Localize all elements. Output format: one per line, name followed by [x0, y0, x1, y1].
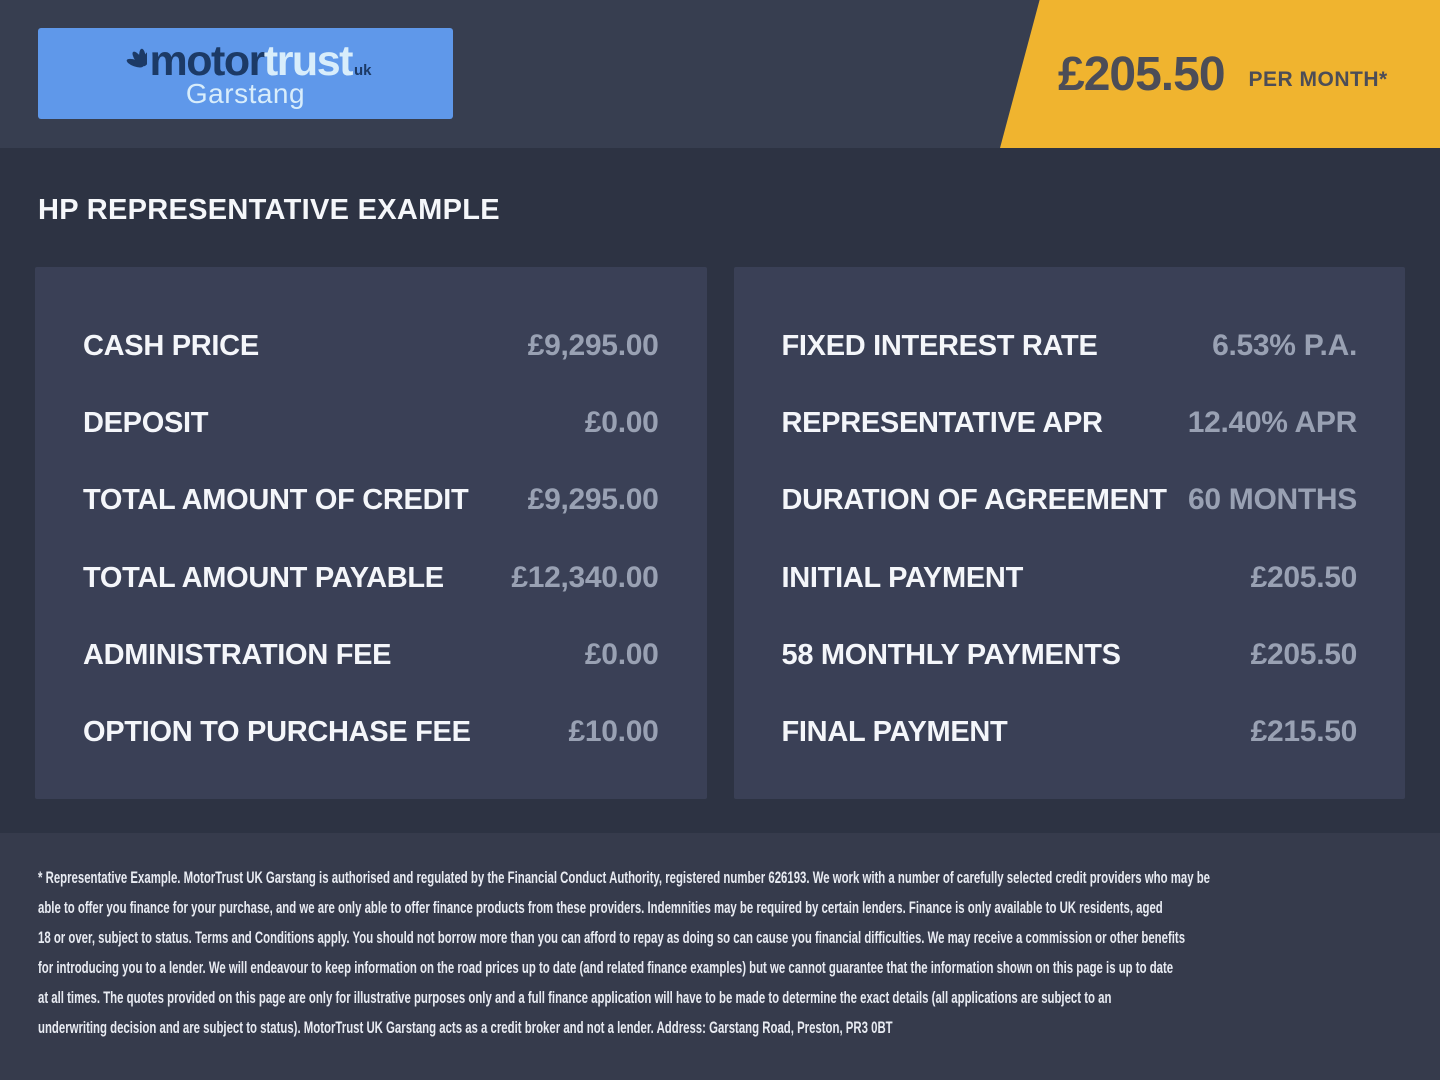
row-value: £9,295.00	[527, 483, 659, 517]
logo-location: Garstang	[185, 78, 306, 110]
row-value: £205.50	[1250, 637, 1358, 671]
disclaimer-line: for introducing you to a lender. We will…	[38, 958, 1174, 977]
row-value: 12.40% APR	[1187, 406, 1358, 440]
disclaimer-line: able to offer you finance for your purch…	[38, 898, 1163, 917]
row-value: 60 MONTHS	[1188, 483, 1357, 517]
row-label: REPRESENTATIVE APR	[781, 407, 1103, 440]
row-label: ADMINISTRATION FEE	[83, 638, 392, 671]
main-content: HP REPRESENTATIVE EXAMPLE CASH PRICE £9,…	[0, 148, 1440, 799]
row-total-amount-payable: TOTAL AMOUNT PAYABLE £12,340.00	[83, 561, 659, 595]
brand-suffix-uk: uk	[353, 61, 372, 79]
disclaimer-line: 18 or over, subject to status. Terms and…	[38, 928, 1186, 947]
row-value: £12,340.00	[511, 560, 659, 594]
row-value: £0.00	[584, 406, 659, 440]
row-value: £205.50	[1250, 560, 1358, 594]
row-value: 6.53% P.A.	[1212, 329, 1357, 362]
brand-name-motor: motor	[149, 36, 266, 85]
row-label: TOTAL AMOUNT OF CREDIT	[83, 484, 469, 517]
monthly-price-amount: £205.50	[1058, 47, 1226, 101]
disclaimer-footer: * Representative Example. MotorTrust UK …	[0, 833, 1440, 1080]
row-value: £0.00	[584, 637, 659, 671]
row-administration-fee: ADMINISTRATION FEE £0.00	[83, 638, 659, 672]
left-finance-panel: CASH PRICE £9,295.00 DEPOSIT £0.00 TOTAL…	[35, 267, 707, 799]
right-finance-panel: FIXED INTEREST RATE 6.53% P.A. REPRESENT…	[733, 267, 1405, 799]
finance-panels: CASH PRICE £9,295.00 DEPOSIT £0.00 TOTAL…	[35, 267, 1405, 799]
row-final-payment: FINAL PAYMENT £215.50	[782, 715, 1358, 749]
row-value: £9,295.00	[527, 329, 659, 362]
brand-name-trust: trust	[263, 36, 354, 85]
row-label: CASH PRICE	[83, 330, 259, 362]
row-monthly-payments: 58 MONTHLY PAYMENTS £205.50	[782, 638, 1358, 672]
row-value: £10.00	[568, 714, 659, 748]
disclaimer-line: underwriting decision and are subject to…	[38, 1018, 893, 1037]
row-option-to-purchase-fee: OPTION TO PURCHASE FEE £10.00	[83, 715, 659, 749]
row-cash-price: CASH PRICE £9,295.00	[83, 329, 659, 363]
monthly-price-period: PER MONTH*	[1248, 68, 1388, 91]
dealer-logo: motor trust uk Garstang	[38, 28, 453, 119]
row-label: OPTION TO PURCHASE FEE	[83, 715, 471, 748]
row-fixed-interest-rate: FIXED INTEREST RATE 6.53% P.A.	[782, 329, 1358, 363]
row-total-amount-of-credit: TOTAL AMOUNT OF CREDIT £9,295.00	[83, 483, 659, 517]
row-label: TOTAL AMOUNT PAYABLE	[83, 561, 444, 594]
disclaimer-line: at all times. The quotes provided on thi…	[38, 988, 1112, 1007]
row-representative-apr: REPRESENTATIVE APR 12.40% APR	[782, 406, 1358, 440]
row-value: £215.50	[1250, 714, 1358, 748]
row-label: FINAL PAYMENT	[781, 715, 1008, 748]
leaf-icon	[120, 37, 152, 80]
row-label: 58 MONTHLY PAYMENTS	[781, 638, 1121, 671]
row-label: DEPOSIT	[83, 407, 209, 440]
row-label: INITIAL PAYMENT	[781, 561, 1024, 594]
row-deposit: DEPOSIT £0.00	[83, 406, 659, 440]
header: motor trust uk Garstang £205.50 PER MONT…	[0, 0, 1440, 148]
row-label: DURATION OF AGREEMENT	[781, 484, 1167, 517]
page-title: HP REPRESENTATIVE EXAMPLE	[38, 194, 500, 226]
row-label: FIXED INTEREST RATE	[781, 330, 1098, 362]
disclaimer-line: * Representative Example. MotorTrust UK …	[38, 868, 1210, 887]
row-initial-payment: INITIAL PAYMENT £205.50	[782, 561, 1358, 595]
logo-brand-line: motor trust uk	[120, 36, 372, 85]
monthly-price-badge: £205.50 PER MONTH*	[1000, 0, 1440, 148]
row-duration-of-agreement: DURATION OF AGREEMENT 60 MONTHS	[782, 483, 1358, 517]
